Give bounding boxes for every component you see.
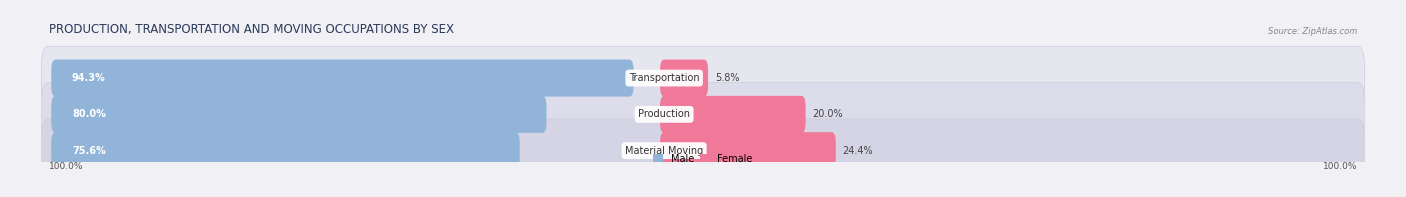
Text: PRODUCTION, TRANSPORTATION AND MOVING OCCUPATIONS BY SEX: PRODUCTION, TRANSPORTATION AND MOVING OC… bbox=[48, 23, 454, 36]
Text: 100.0%: 100.0% bbox=[48, 162, 83, 171]
FancyBboxPatch shape bbox=[42, 83, 1364, 146]
Text: 20.0%: 20.0% bbox=[813, 109, 844, 119]
Text: 80.0%: 80.0% bbox=[72, 109, 105, 119]
Text: 75.6%: 75.6% bbox=[72, 146, 105, 156]
FancyBboxPatch shape bbox=[659, 132, 835, 169]
FancyBboxPatch shape bbox=[659, 96, 806, 133]
Text: 24.4%: 24.4% bbox=[842, 146, 873, 156]
Legend: Male, Female: Male, Female bbox=[654, 154, 752, 164]
FancyBboxPatch shape bbox=[51, 132, 520, 169]
Text: 94.3%: 94.3% bbox=[72, 73, 105, 83]
FancyBboxPatch shape bbox=[42, 119, 1364, 182]
Text: Production: Production bbox=[638, 109, 690, 119]
FancyBboxPatch shape bbox=[51, 59, 634, 97]
Text: 100.0%: 100.0% bbox=[1323, 162, 1358, 171]
Text: Material Moving: Material Moving bbox=[626, 146, 703, 156]
Text: Source: ZipAtlas.com: Source: ZipAtlas.com bbox=[1268, 27, 1358, 36]
Text: 5.8%: 5.8% bbox=[716, 73, 740, 83]
FancyBboxPatch shape bbox=[51, 96, 547, 133]
FancyBboxPatch shape bbox=[659, 59, 709, 97]
FancyBboxPatch shape bbox=[42, 46, 1364, 110]
Text: Transportation: Transportation bbox=[628, 73, 699, 83]
